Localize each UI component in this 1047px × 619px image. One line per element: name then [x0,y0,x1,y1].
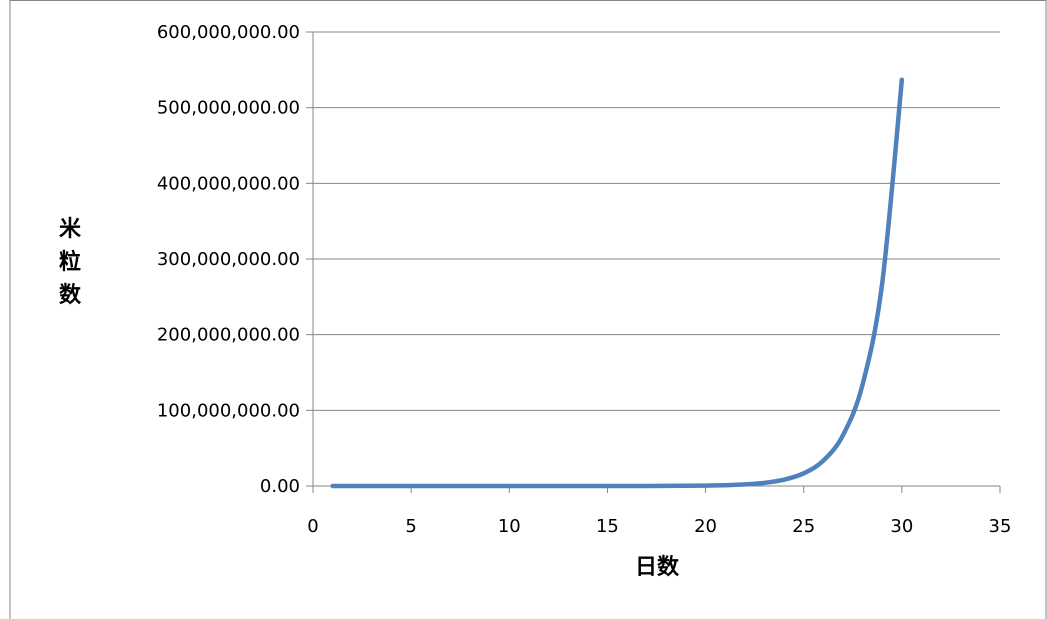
x-tick-label-1: 5 [405,516,416,537]
y-tick-label-0: 0.00 [260,476,300,497]
chart-border [9,0,1047,619]
y-tick-label-6: 600,000,000.00 [157,22,300,43]
y-axis-title-char-2: 数 [59,282,82,308]
x-tick-labels: 0 5 10 15 20 25 30 35 [307,516,1011,537]
x-tick-label-3: 15 [596,516,619,537]
x-tick-label-0: 0 [307,516,318,537]
y-tick-label-1: 100,000,000.00 [157,400,300,421]
y-tick-label-5: 500,000,000.00 [157,98,300,119]
x-tick-label-2: 10 [498,516,521,537]
x-tick-label-4: 20 [694,516,717,537]
y-tick-label-2: 200,000,000.00 [157,325,300,346]
y-axis-title-char-1: 粒 [59,249,81,275]
series [330,77,905,489]
gridlines [313,31,1000,411]
y-axis-title-char-0: 米 [59,217,82,242]
y-tick-label-4: 400,000,000.00 [157,173,300,194]
y-tick-labels: 0.00 100,000,000.00 200,000,000.00 300,000,… [157,22,300,497]
x-tick-label-5: 25 [792,516,815,537]
y-axis-title: 米粒数 [59,217,82,308]
series-line-0 [330,77,905,489]
x-tick-label-6: 30 [890,516,913,537]
x-axis-title: 日数 [635,554,680,580]
y-tick-label-3: 300,000,000.00 [157,249,300,270]
x-tick-label-7: 35 [989,516,1012,537]
